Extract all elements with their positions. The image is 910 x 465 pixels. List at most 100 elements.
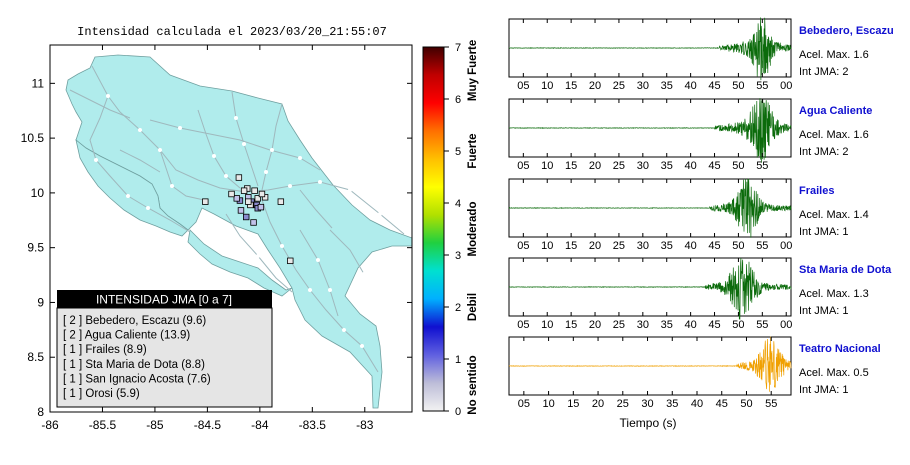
map-y-tick-label: 9.5 [27,241,44,255]
station-marker [245,198,252,205]
colorbar-category-label: No sentido [467,355,479,414]
jma-intensity: Int JMA: 2 [799,66,849,78]
waveform-tick-label: 05 [517,160,529,172]
max-acceleration: Acel. Max. 1.6 [799,49,869,61]
waveform-tick-label: 35 [661,160,673,172]
waveform-tick-label: 25 [613,319,625,331]
waveform-tick-label: 10 [541,319,553,331]
waveform-tick-label: 20 [592,398,604,410]
legend-entry: [ 2 ] Agua Caliente (13.9) [63,330,190,342]
waveform-tick-label: 00 [780,319,792,331]
waveform-tick-label: 25 [613,160,625,172]
colorbar-tick-label: 6 [455,94,461,106]
waveform-panel: 05 10 15 20 25 30 35 40 45 50 55 Teatro Nacional Ace… [508,336,881,410]
map-y-tick-label: 9 [37,295,44,309]
station-name: Sta Maria de Dota [799,264,892,276]
waveform-tick-label: 30 [637,80,649,92]
station-markers [202,174,294,265]
colorbar-category-label: Debil [467,293,479,321]
waveform-panel: 05 10 15 20 25 30 35 40 45 50 55 00 Bebedero, Escazu… [508,17,894,92]
waveform-tick-label: 55 [756,80,768,92]
waveform-x-label: Tiempo (s) [620,416,677,430]
jma-intensity: Int JMA: 1 [799,384,849,396]
colorbar-tick-label: 0 [455,406,461,418]
station-marker [254,195,261,202]
map-y-tick-label: 10.5 [21,131,45,145]
waveform-tick-label: 05 [517,240,529,252]
legend-entry: [ 1 ] Sta Maria de Dota (8.8) [63,359,205,371]
colorbar-tick-label: 4 [455,198,461,210]
waveform-trace [508,17,792,81]
station-name: Frailes [799,185,834,197]
colorbar-category-label: Moderado [467,202,479,257]
map-y-tick-label: 11 [32,76,45,90]
map-x-tick-label: -85.5 [89,418,117,432]
station-name: Teatro Nacional [799,343,881,355]
intensity-colorbar: 0 1 2 3 4 5 6 7 No sentido Debil Moderado Fuerte Mu… [422,40,479,418]
waveform-tick-label: 15 [565,319,577,331]
station-marker [251,187,258,194]
waveform-tick-label: 40 [685,80,697,92]
waveform-tick-label: 30 [641,398,653,410]
waveform-tick-label: 50 [732,240,744,252]
station-marker [235,174,243,181]
waveform-tick-label: 45 [716,398,728,410]
max-acceleration: Acel. Max. 1.6 [799,129,869,141]
map-x-tick-label: -83 [356,418,374,432]
waveform-tick-label: 10 [541,160,553,172]
max-acceleration: Acel. Max. 0.5 [799,367,869,379]
waveform-tick-label: 50 [732,160,744,172]
waveform-tick-label: 10 [541,80,553,92]
waveform-tick-label: 10 [541,240,553,252]
map-x-tick-label: -86 [41,418,59,432]
waveform-trace [508,257,792,320]
waveform-tick-label: 25 [613,80,625,92]
station-marker [202,198,209,205]
waveform-trace [508,178,792,238]
waveform-tick-label: 00 [780,240,792,252]
waveform-panels: 05 10 15 20 25 30 35 40 45 50 55 00 Bebedero, Escazu… [508,17,894,410]
station-marker [277,198,285,205]
waveform-tick-label: 30 [637,319,649,331]
station-marker [243,213,250,221]
waveform-tick-label: 35 [661,240,673,252]
waveform-tick-label: 25 [613,240,625,252]
waveform-tick-label: 35 [661,80,673,92]
map-x-axis: -86 -85.5 -85 -84.5 -84 -83.5 -83 [41,45,374,432]
waveform-tick-label: 45 [708,160,720,172]
waveform-tick-label: 05 [517,319,529,331]
map-y-tick-label: 10 [31,186,45,200]
map-x-tick-label: -85 [146,418,164,432]
waveform-tick-label: 40 [691,398,703,410]
waveform-tick-label: 50 [740,398,752,410]
map-y-axis: 8 8.5 9 9.5 10 10.5 11 [21,76,412,419]
waveform-tick-label: 20 [589,80,601,92]
waveform-tick-label: 45 [708,240,720,252]
waveform-trace [508,98,792,163]
map-legend: INTENSIDAD JMA [0 a 7] [ 2 ] Bebedero, E… [56,290,273,408]
colorbar-tick-label: 3 [455,250,461,262]
map-title: Intensidad calculada el 2023/03/20_21:55… [77,25,387,39]
colorbar-tick-label: 7 [455,42,461,54]
waveform-tick-label: 35 [666,398,678,410]
waveform-panel: 05 10 15 20 25 30 35 40 45 50 55 00 Sta Maria de Dot… [508,257,892,331]
waveform-panel: 05 10 15 20 25 30 35 40 45 50 55 00 Frailes Acel. Max… [508,178,869,252]
waveform-tick-label: 40 [685,240,697,252]
jma-intensity: Int JMA: 1 [799,226,849,238]
waveform-tick-label: 55 [765,398,777,410]
map-y-tick-label: 8.5 [27,350,44,364]
waveform-tick-label: 15 [565,240,577,252]
waveform-tick-label: 45 [708,319,720,331]
legend-title: INTENSIDAD JMA [0 a 7] [96,293,232,307]
waveform-tick-label: 25 [617,398,629,410]
waveform-tick-label: 50 [732,319,744,331]
waveform-tick-label: 55 [756,319,768,331]
waveform-tick-label: 55 [756,240,768,252]
waveform-tick-label: 35 [661,319,673,331]
station-marker [228,190,235,198]
jma-intensity: Int JMA: 2 [799,146,849,158]
colorbar-tick-label: 5 [455,146,461,158]
station-marker [287,257,294,265]
waveform-tick-label: 30 [637,240,649,252]
